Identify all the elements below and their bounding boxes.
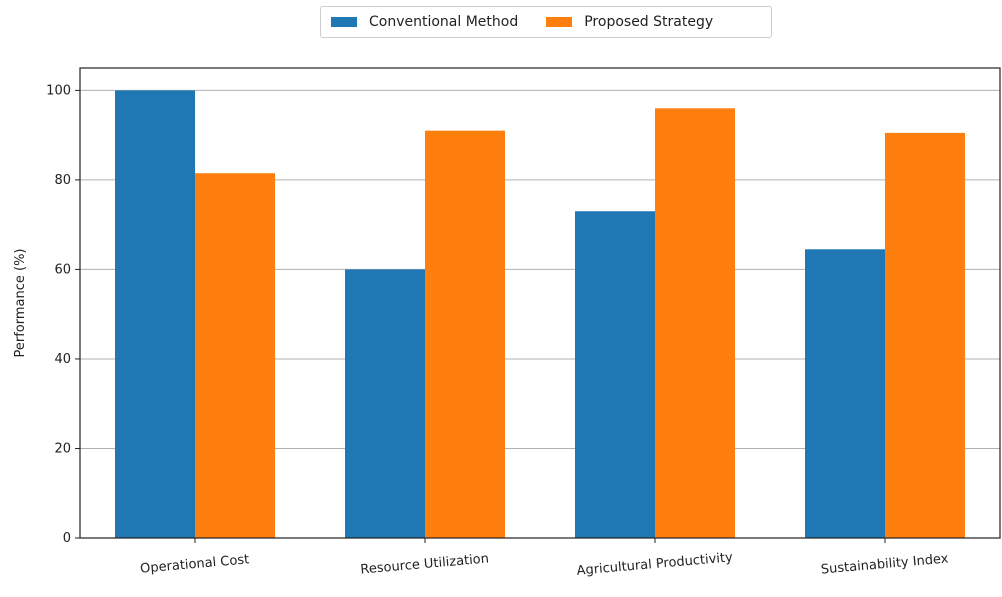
axes — [79, 67, 1001, 539]
x-ticks: Operational Cost Resource Utilization Agri… — [140, 538, 949, 579]
y-tick-label-100: 100 — [46, 83, 71, 98]
y-axis-label: Performance (%) — [13, 248, 28, 357]
y-tick-label-60: 60 — [54, 262, 71, 277]
chart-legend: Conventional Method Proposed Strategy — [320, 6, 772, 38]
legend-label-series-0: Conventional Method — [369, 14, 519, 30]
x-tick-label-0: Operational Cost — [140, 552, 250, 576]
bar-proposed-3 — [885, 132, 965, 538]
legend-swatch-series-0 — [331, 17, 357, 27]
x-tick-label-2: Agricultural Productivity — [576, 550, 734, 579]
y-tick-label-80: 80 — [54, 173, 71, 188]
bar-conventional-3 — [805, 249, 885, 539]
y-tick-label-40: 40 — [54, 352, 71, 367]
x-tick-label-1: Resource Utilization — [360, 551, 490, 577]
bar-proposed-2 — [655, 108, 735, 539]
bar-conventional-1 — [345, 269, 425, 538]
bar-conventional-0 — [115, 90, 195, 538]
y-tick-label-20: 20 — [54, 441, 71, 456]
legend-item-series-1: Proposed Strategy — [546, 14, 713, 30]
y-tick-label-0: 0 — [63, 531, 71, 546]
bar-proposed-0 — [195, 173, 275, 538]
plot-frame — [79, 67, 1001, 539]
bar-proposed-1 — [425, 130, 505, 538]
legend-swatch-series-1 — [546, 17, 573, 27]
legend-label-series-1: Proposed Strategy — [584, 14, 714, 30]
x-tick-label-3: Sustainability Index — [820, 551, 949, 577]
legend-item-series-0: Conventional Method — [331, 14, 518, 30]
bars — [115, 90, 965, 539]
y-ticks: 0 20 40 60 80 100 — [46, 83, 80, 546]
bar-conventional-2 — [575, 211, 655, 538]
